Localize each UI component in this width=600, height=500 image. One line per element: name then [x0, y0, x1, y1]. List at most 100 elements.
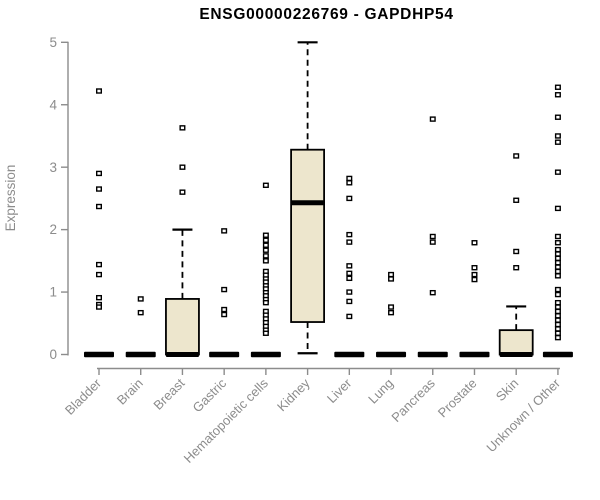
outlier-unknown-other-20	[554, 308, 561, 315]
outlier-unknown-other-24	[554, 326, 561, 332]
outlier-unknown-other-5	[554, 169, 561, 175]
outlier-unknown-other-19	[554, 304, 561, 310]
outlier-gastric-0	[221, 228, 228, 234]
outlier-unknown-other-22	[554, 317, 561, 323]
outlier-unknown-other-0	[554, 84, 561, 90]
y-tick-label-0: 0	[49, 347, 57, 362]
outlier-unknown-other-12	[554, 260, 561, 266]
outlier-unknown-other-6	[554, 205, 561, 212]
outlier-pancreas-3	[429, 289, 436, 296]
outlier-pancreas-1	[429, 233, 436, 240]
outlier-hematopoietic-cells-1	[262, 232, 269, 238]
outlier-unknown-other-26	[554, 334, 561, 341]
category-label-pancreas: Pancreas	[388, 375, 438, 425]
outlier-liver-5	[346, 263, 353, 269]
outlier-unknown-other-13	[554, 264, 561, 270]
outlier-lung-0	[388, 271, 395, 278]
chart-title: ENSG00000226769 - GAPDHP54	[199, 6, 454, 23]
outlier-liver-6	[346, 270, 353, 277]
outlier-unknown-other-18	[554, 299, 561, 306]
outlier-liver-8	[346, 289, 353, 295]
outlier-unknown-other-10	[554, 251, 561, 257]
outlier-brain-1	[137, 309, 144, 316]
y-tick-label-3: 3	[49, 160, 57, 175]
outlier-skin-3	[513, 265, 520, 271]
outlier-unknown-other-16	[554, 286, 561, 293]
category-label-lung: Lung	[365, 376, 396, 407]
y-tick-label-2: 2	[49, 222, 57, 237]
box-skin	[498, 329, 534, 356]
outlier-bladder-5	[95, 271, 102, 278]
outlier-hematopoietic-cells-6	[262, 258, 269, 264]
outlier-hematopoietic-cells-3	[262, 242, 269, 248]
zero-bar-unknown-other	[542, 351, 573, 358]
outlier-hematopoietic-cells-23	[262, 330, 269, 336]
outlier-unknown-other-25	[554, 330, 561, 336]
outlier-liver-9	[346, 298, 353, 305]
outlier-unknown-other-7	[554, 233, 561, 240]
category-label-bladder: Bladder	[62, 375, 105, 418]
outlier-gastric-3	[221, 311, 228, 318]
outlier-unknown-other-4	[554, 139, 561, 145]
outlier-bladder-2	[95, 186, 102, 192]
outlier-skin-1	[513, 197, 520, 203]
outlier-bladder-3	[95, 203, 102, 210]
outlier-breast-2	[179, 189, 186, 195]
box-kidney	[290, 148, 326, 323]
outlier-bladder-1	[95, 170, 102, 177]
y-tick-label-5: 5	[49, 35, 57, 50]
category-label-unknown-other: Unknown / Other	[483, 375, 563, 455]
outlier-unknown-other-9	[554, 246, 561, 253]
outlier-lung-1	[388, 276, 395, 282]
outlier-unknown-other-15	[554, 273, 561, 279]
outlier-unknown-other-23	[554, 321, 561, 328]
zero-bar-gastric	[209, 351, 240, 358]
outlier-hematopoietic-cells-2	[262, 237, 269, 243]
outlier-lung-3	[388, 309, 395, 316]
zero-bar-lung	[376, 351, 407, 358]
outlier-unknown-other-2	[554, 114, 561, 120]
zero-bar-prostate	[459, 351, 490, 358]
zero-bar-pancreas	[417, 351, 448, 358]
outlier-bladder-6	[95, 294, 102, 301]
outlier-hematopoietic-cells-0	[262, 182, 269, 188]
outlier-skin-0	[513, 153, 520, 159]
outlier-breast-1	[179, 164, 186, 170]
outlier-liver-4	[346, 239, 353, 245]
outlier-liver-10	[346, 313, 353, 320]
outlier-prostate-3	[471, 276, 478, 283]
outlier-hematopoietic-cells-16	[262, 299, 269, 306]
outlier-gastric-1	[221, 286, 228, 293]
outlier-bladder-8	[95, 304, 102, 310]
outlier-breast-0	[179, 125, 186, 131]
outlier-unknown-other-21	[554, 313, 561, 319]
category-label-kidney: Kidney	[274, 375, 313, 414]
outlier-prostate-2	[471, 271, 478, 278]
outlier-hematopoietic-cells-4	[262, 247, 269, 253]
category-label-liver: Liver	[324, 375, 355, 406]
y-tick-label-1: 1	[49, 285, 57, 300]
zero-bar-brain	[125, 351, 156, 358]
category-label-gastric: Gastric	[190, 375, 230, 415]
outlier-unknown-other-14	[554, 268, 561, 275]
y-axis-title: Expression	[3, 165, 18, 232]
outlier-liver-0	[346, 175, 353, 182]
outlier-bladder-0	[95, 88, 102, 94]
outlier-prostate-1	[471, 265, 478, 271]
outlier-liver-3	[346, 231, 353, 238]
outlier-unknown-other-8	[554, 240, 561, 246]
outlier-bladder-4	[95, 261, 102, 268]
zero-bar-hematopoietic-cells	[250, 351, 281, 358]
category-label-skin: Skin	[493, 376, 521, 404]
median-skin	[499, 352, 533, 357]
category-label-brain: Brain	[114, 376, 146, 408]
box-breast	[165, 298, 200, 356]
outlier-skin-2	[513, 248, 520, 255]
outlier-liver-7	[346, 275, 353, 282]
outlier-liver-2	[346, 195, 353, 202]
outlier-liver-1	[346, 180, 353, 186]
median-breast	[165, 352, 199, 357]
zero-bar-bladder	[84, 351, 114, 358]
